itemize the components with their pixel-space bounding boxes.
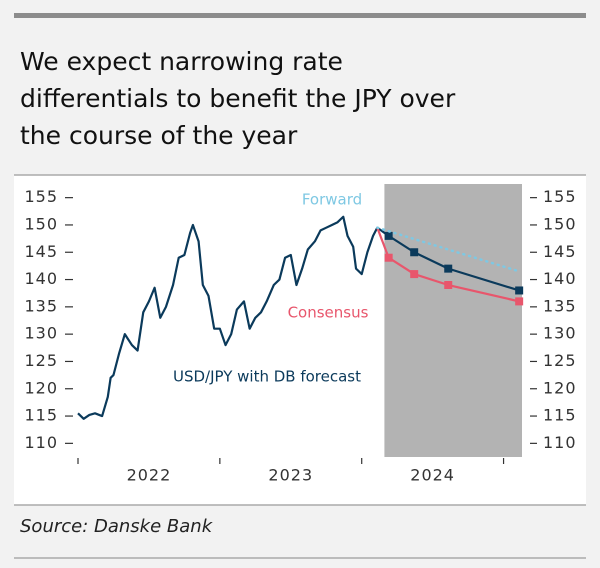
y2-tick-label: 130	[543, 324, 577, 343]
series-marker	[444, 281, 453, 290]
series-marker	[410, 270, 419, 279]
x-tick-label: 2022	[127, 466, 172, 485]
top-bar	[14, 13, 586, 18]
y-tick-label: 145	[24, 242, 58, 261]
y2-tick-label: 155	[543, 187, 577, 206]
series-label: USD/JPY with DB forecast	[173, 368, 361, 386]
y2-tick-label: 140	[543, 269, 577, 288]
y2-tick-label: 110	[543, 433, 577, 452]
series-marker	[410, 248, 419, 257]
y-tick-label: 155	[24, 187, 58, 206]
forecast-region	[384, 184, 522, 457]
series-line	[77, 215, 379, 420]
y-tick-label: 135	[24, 296, 58, 315]
series-label: Forward	[302, 191, 362, 209]
y2-tick-label: 125	[543, 351, 577, 370]
y2-tick-label: 120	[543, 378, 577, 397]
title-line: We expect narrowing rate	[20, 47, 343, 76]
y2-tick-label: 135	[543, 296, 577, 315]
y2-tick-label: 115	[543, 406, 577, 425]
y-tick-label: 115	[24, 406, 58, 425]
series-marker	[444, 264, 453, 273]
series-marker	[384, 231, 393, 240]
y-tick-label: 140	[24, 269, 58, 288]
y-tick-label: 110	[24, 433, 58, 452]
x-tick-label: 2024	[410, 466, 455, 485]
y2-tick-label: 145	[543, 242, 577, 261]
y-tick-label: 120	[24, 378, 58, 397]
series-marker	[515, 297, 524, 306]
y-tick-label: 130	[24, 324, 58, 343]
y-tick-label: 125	[24, 351, 58, 370]
series-label: Consensus	[288, 304, 369, 322]
y2-tick-label: 150	[543, 214, 577, 233]
series-marker	[515, 286, 524, 295]
source: Source: Danske Bank	[20, 516, 214, 537]
title-line: differentials to benefit the JPY over	[20, 84, 456, 113]
title-line: the course of the year	[20, 121, 298, 150]
y-tick-label: 150	[24, 214, 58, 233]
series-marker	[384, 253, 393, 262]
x-tick-label: 2023	[268, 466, 313, 485]
series-line	[376, 226, 521, 273]
